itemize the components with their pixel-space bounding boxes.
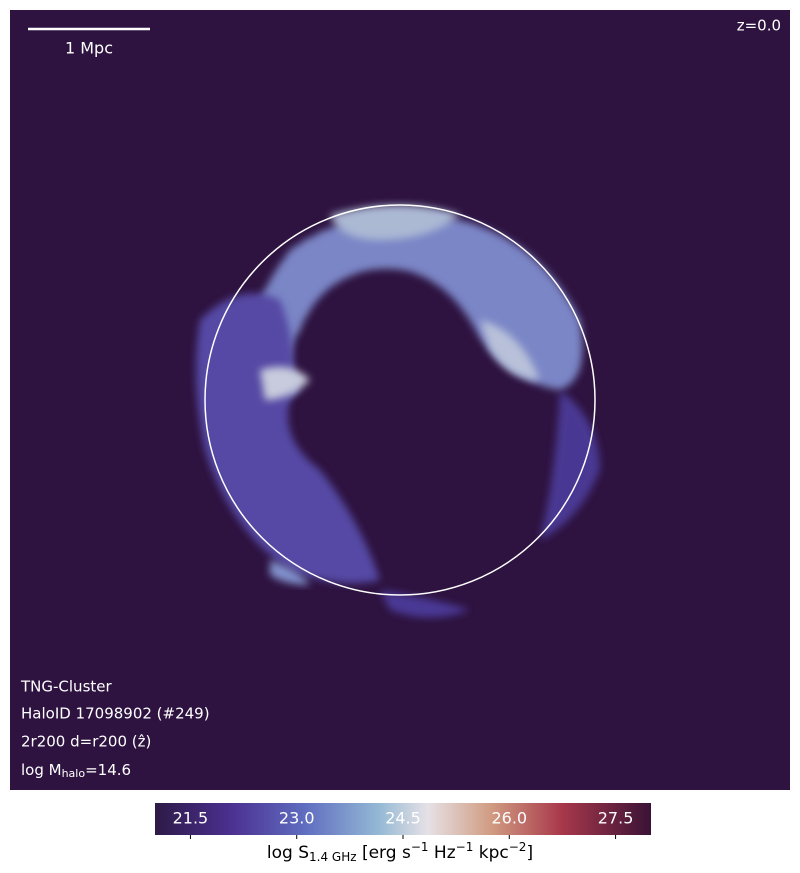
text-part: ] — [526, 843, 533, 863]
colorbar-tick-label: 26.0 — [491, 809, 527, 828]
info-line: TNG-Cluster — [20, 678, 112, 696]
text-part: log M — [21, 761, 62, 779]
colorbar-tick-label: 23.0 — [279, 809, 315, 828]
text-part: =14.6 — [85, 761, 131, 779]
colorbar — [155, 803, 651, 835]
superscript: −2 — [509, 840, 527, 854]
superscript: −1 — [456, 840, 474, 854]
colorbar-ticks: 21.5 23.0 24.5 26.0 27.5 — [173, 809, 634, 839]
colorbar-label: log S1.4 GHz [erg s−1 Hz−1 kpc−2] — [267, 840, 533, 864]
info-line: HaloID 17098902 (#249) — [21, 705, 210, 723]
colorbar-tick-label: 21.5 — [173, 809, 209, 828]
colorbar-tick-label: 27.5 — [598, 809, 634, 828]
subscript: 1.4 GHz — [309, 850, 357, 864]
emission — [196, 205, 600, 618]
text-part: [erg s — [357, 843, 411, 863]
scale-bar-label: 1 Mpc — [65, 39, 113, 58]
text-part: Hz — [429, 843, 456, 863]
image-panel — [10, 10, 790, 790]
text-part: log S — [267, 843, 309, 863]
r200-circle — [204, 204, 596, 596]
subscript: halo — [62, 767, 86, 780]
superscript: −1 — [411, 840, 429, 854]
info-line: 2r200 d=r200 (ẑ) — [21, 733, 151, 751]
colorbar-tick-label: 24.5 — [385, 809, 421, 828]
mass-label: log Mhalo=14.6 — [21, 761, 131, 781]
redshift: z=0.0 — [737, 17, 781, 35]
text-part: kpc — [473, 843, 508, 863]
